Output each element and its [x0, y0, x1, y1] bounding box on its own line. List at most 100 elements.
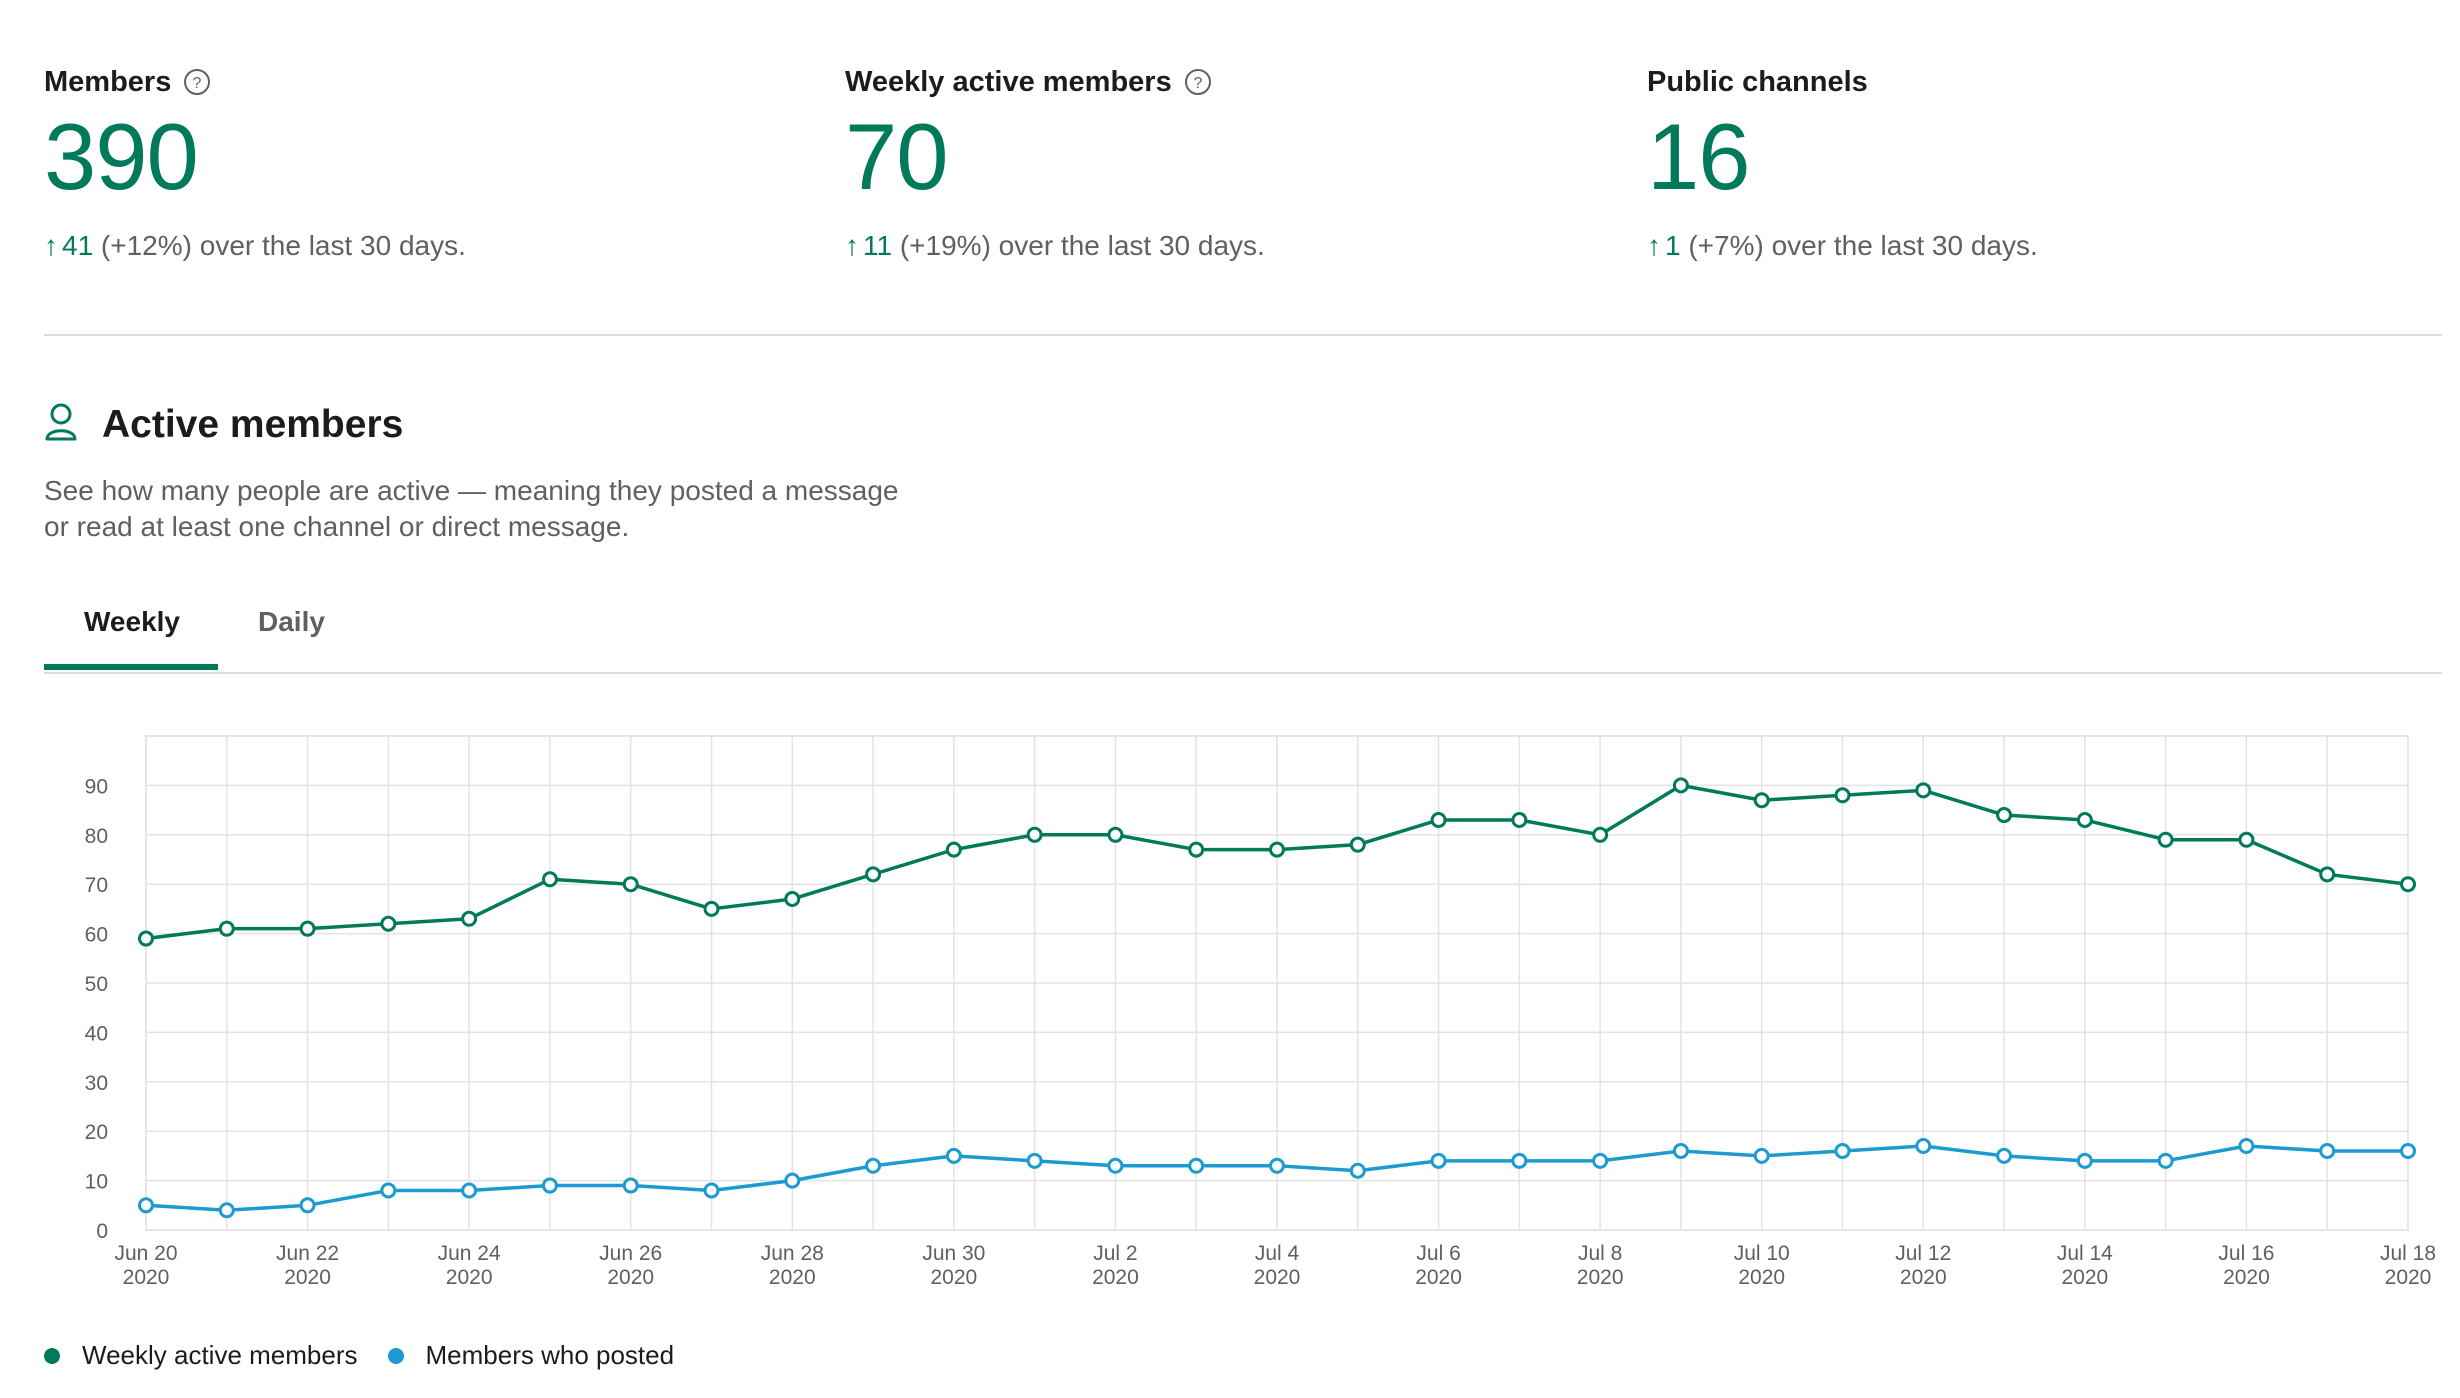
data-point: [1592, 1152, 1609, 1169]
description-line: or read at least one channel or direct m…: [44, 511, 630, 542]
data-point: [622, 876, 639, 893]
data-point: [784, 1172, 801, 1189]
data-point: [622, 1177, 639, 1194]
data-point: [1188, 1157, 1205, 1174]
stat-value: 390: [44, 104, 199, 209]
data-point: [1188, 841, 1205, 858]
data-point: [541, 871, 558, 888]
x-tick-label: Jul 16: [2218, 1242, 2274, 1265]
legend-item-weekly-active[interactable]: Weekly active members: [44, 1340, 358, 1371]
data-point: [1269, 841, 1285, 858]
data-point: [1996, 1147, 2013, 1164]
data-point: [2157, 831, 2174, 848]
data-point: [1834, 1142, 1851, 1159]
data-point: [1753, 792, 1770, 809]
data-point: [299, 920, 316, 937]
legend-label: Members who posted: [425, 1340, 675, 1370]
stat-label: Members: [44, 65, 172, 98]
data-point: [2319, 1142, 2336, 1159]
stat-change: ↑ 11 (+19%) over the last 30 days.: [845, 230, 1265, 262]
x-tick-year-label: 2020: [1900, 1266, 1947, 1289]
stat-weekly-active-members: Weekly active members ? 70 ↑ 11 (+19%) ov…: [845, 62, 1265, 262]
data-point: [380, 915, 397, 932]
x-tick-label: Jun 20: [114, 1242, 177, 1265]
data-point: [2157, 1152, 2174, 1169]
data-point: [1349, 1162, 1366, 1179]
legend-marker: [387, 1347, 404, 1364]
person-icon: [44, 402, 78, 447]
x-tick-label: Jul 6: [1416, 1242, 1460, 1265]
y-tick-label: 0: [96, 1220, 108, 1243]
stat-change-text: (+19%) over the last 30 days.: [892, 230, 1265, 261]
legend-marker: [44, 1347, 60, 1364]
up-arrow-icon: ↑: [845, 230, 859, 261]
x-tick-year-label: 2020: [2223, 1266, 2270, 1289]
y-tick-label: 30: [85, 1072, 108, 1095]
x-tick-year-label: 2020: [607, 1266, 654, 1289]
data-point: [784, 891, 801, 908]
data-point: [1834, 787, 1851, 804]
y-tick-label: 40: [85, 1022, 108, 1045]
data-point: [1511, 811, 1528, 828]
period-tabs: Weekly Daily: [44, 584, 2442, 674]
stat-change-text: (+7%) over the last 30 days.: [1680, 230, 2038, 261]
data-point: [1430, 1152, 1447, 1169]
tab-weekly[interactable]: Weekly: [84, 606, 180, 637]
legend-label: Weekly active members: [82, 1340, 358, 1370]
data-point: [1026, 826, 1043, 843]
data-point: [1753, 1147, 1770, 1164]
data-point: [1107, 826, 1124, 843]
y-tick-label: 70: [85, 874, 108, 897]
x-tick-year-label: 2020: [1254, 1266, 1301, 1289]
tab-daily[interactable]: Daily: [258, 606, 325, 637]
x-tick-year-label: 2020: [1092, 1266, 1139, 1289]
data-point: [2076, 811, 2093, 828]
stat-value: 70: [845, 104, 949, 209]
x-tick-label: Jul 10: [1734, 1242, 1790, 1265]
stat-label: Public channels: [1647, 65, 1868, 98]
legend-item-members-posted[interactable]: Members who posted: [387, 1340, 675, 1371]
help-icon[interactable]: ?: [1184, 68, 1212, 96]
stat-change: ↑ 41 (+12%) over the last 30 days.: [44, 230, 466, 262]
data-point: [380, 1182, 397, 1199]
data-point: [703, 900, 720, 917]
y-tick-label: 20: [85, 1121, 108, 1144]
data-point: [2076, 1152, 2093, 1169]
data-point: [1511, 1152, 1528, 1169]
stat-delta: 11: [863, 230, 893, 261]
x-tick-year-label: 2020: [446, 1266, 493, 1289]
section-description: See how many people are active — meaning…: [44, 473, 1044, 545]
x-tick-year-label: 2020: [1415, 1266, 1462, 1289]
help-icon[interactable]: ?: [183, 68, 211, 96]
data-point: [1269, 1157, 1285, 1174]
x-tick-label: Jun 28: [761, 1242, 824, 1265]
data-point: [1349, 836, 1366, 853]
x-tick-label: Jun 22: [276, 1242, 339, 1265]
x-tick-year-label: 2020: [1738, 1266, 1785, 1289]
y-tick-label: 10: [85, 1171, 108, 1194]
section-title: Active members: [102, 402, 404, 446]
data-point: [865, 1157, 882, 1174]
section-header: Active members: [44, 402, 403, 447]
x-tick-year-label: 2020: [2061, 1266, 2108, 1289]
x-tick-year-label: 2020: [930, 1266, 977, 1289]
up-arrow-icon: ↑: [1647, 230, 1661, 261]
up-arrow-icon: ↑: [44, 230, 58, 261]
x-tick-year-label: 2020: [1577, 1266, 1624, 1289]
data-point: [865, 866, 882, 883]
description-line: See how many people are active — meaning…: [44, 475, 899, 506]
x-tick-label: Jun 30: [922, 1242, 985, 1265]
data-point: [1915, 782, 1932, 799]
data-point: [1672, 1142, 1689, 1159]
y-tick-label: 80: [85, 825, 108, 848]
stat-public-channels: Public channels 16 ↑ 1 (+7%) over the las…: [1647, 62, 2038, 262]
data-point: [2319, 866, 2336, 883]
data-point: [1915, 1138, 1932, 1155]
x-tick-label: Jun 26: [599, 1242, 662, 1265]
data-point: [461, 910, 478, 927]
data-point: [945, 841, 962, 858]
x-tick-year-label: 2020: [769, 1266, 816, 1289]
y-tick-label: 90: [85, 775, 108, 798]
chart-legend: Weekly active members Members who posted: [44, 1340, 704, 1371]
